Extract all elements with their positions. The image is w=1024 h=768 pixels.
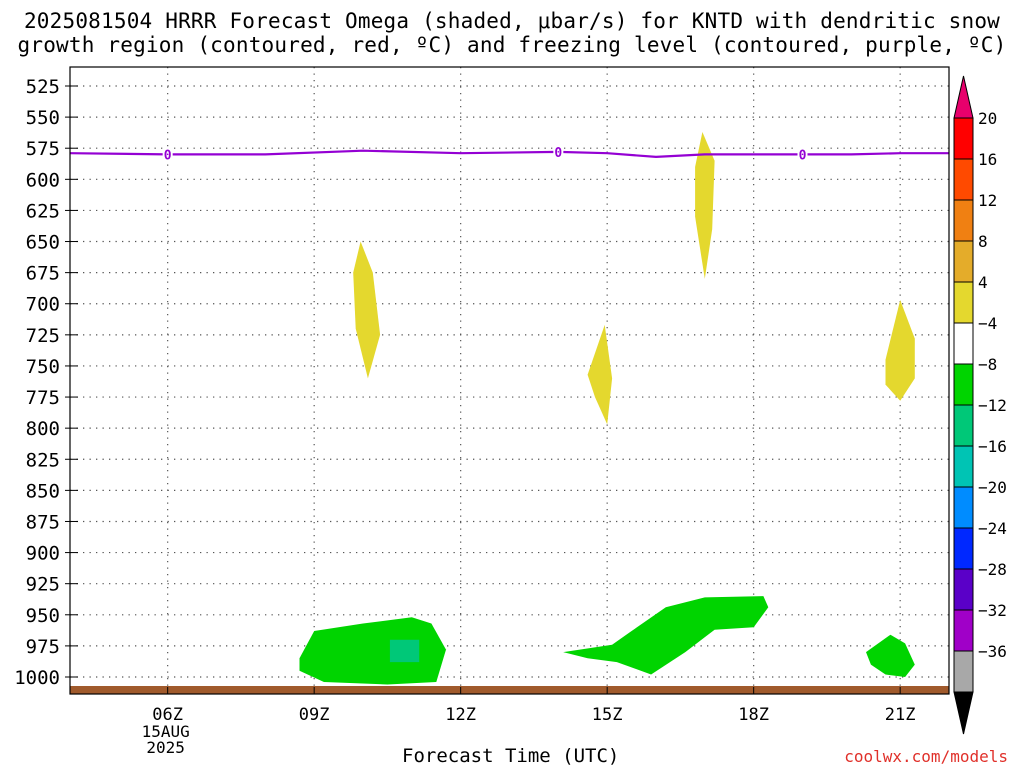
surface-strip	[70, 686, 949, 694]
colorbar-swatch	[953, 568, 974, 611]
freezing-level-label-bg	[162, 147, 173, 162]
colorbar-label: −36	[978, 642, 1007, 661]
colorbar-swatch	[953, 158, 974, 201]
x-tick-label: 06Z	[152, 705, 183, 725]
colorbar-swatch	[953, 527, 974, 570]
colorbar-label: −32	[978, 601, 1007, 620]
y-tick-label: 575	[26, 138, 60, 160]
colorbar-arrow-top	[953, 75, 974, 119]
colorbar-label: −12	[978, 396, 1007, 415]
y-tick-label: 925	[26, 574, 60, 596]
omega-region	[299, 617, 446, 685]
y-tick-label: 850	[26, 480, 60, 502]
freezing-level-contour: 0 0 0	[69, 144, 949, 163]
omega-region	[353, 241, 381, 379]
colorbar-label: 8	[978, 232, 988, 251]
freezing-level-label: 0	[554, 146, 562, 161]
omega-region	[866, 634, 915, 677]
colorbar-arrow-bottom	[953, 691, 974, 735]
colorbar-label: −4	[978, 314, 997, 333]
colorbar-swatch	[953, 240, 974, 283]
y-tick-label: 725	[26, 325, 60, 347]
y-tick-label: 950	[26, 605, 60, 627]
y-tick-label: 875	[26, 511, 60, 533]
freezing-level-label: 0	[799, 148, 807, 163]
colorbar-swatch	[953, 404, 974, 447]
colorbar: 20 16 12 8 4 −4 −8 −12 −16 −20 −24 −28 −32 −36	[953, 75, 1007, 735]
colorbar-label: −20	[978, 478, 1007, 497]
chart-title-line-1: 2025081504 HRRR Forecast Omega (shaded, …	[23, 9, 1001, 33]
freezing-level-label: 0	[164, 148, 172, 163]
y-tick-label: 825	[26, 449, 60, 471]
freezing-level-label-bg	[553, 144, 564, 159]
grid-lines	[70, 67, 949, 694]
omega-region	[587, 324, 613, 425]
x-tick-label: 15Z	[592, 705, 623, 725]
y-tick-label: 675	[26, 263, 60, 285]
surface-terrain	[70, 686, 949, 694]
x-axis-label: Forecast Time (UTC)	[402, 745, 620, 767]
colorbar-swatch	[953, 322, 974, 365]
y-tick-label: 750	[26, 356, 60, 378]
y-tick-label: 800	[26, 418, 60, 440]
x-tick-label: 09Z	[299, 705, 330, 725]
y-tick-label: 625	[26, 200, 60, 222]
colorbar-swatch	[953, 650, 974, 693]
colorbar-label: −24	[978, 519, 1007, 538]
x-tick-label: 18Z	[738, 705, 769, 725]
y-tick-label: 525	[26, 76, 60, 98]
x-tick-label: 21Z	[885, 705, 916, 725]
colorbar-label: 4	[978, 273, 988, 292]
colorbar-label: 20	[978, 109, 997, 128]
colorbar-swatch	[953, 117, 974, 160]
y-tick-label: 650	[26, 232, 60, 254]
omega-region	[563, 596, 769, 675]
colorbar-swatch	[953, 281, 974, 324]
plot-frame	[69, 66, 950, 695]
y-tick-label: 975	[26, 636, 60, 658]
x-date-label: 15AUG	[142, 722, 190, 741]
y-tick-label: 700	[26, 294, 60, 316]
colorbar-label: −28	[978, 560, 1007, 579]
freezing-level-line	[69, 149, 949, 159]
colorbar-swatch	[953, 363, 974, 406]
colorbar-label: 12	[978, 191, 997, 210]
x-tick-label: 12Z	[445, 705, 476, 725]
credit-link[interactable]: coolwx.com/models	[844, 747, 1008, 766]
colorbar-label: −8	[978, 355, 997, 374]
pressure-axis: 525 550 575 600 625 650 675 700 725 750 775 800 825 8…	[14, 76, 78, 689]
chart-title-line-2: growth region (contoured, red, ºC) and f…	[17, 33, 1007, 57]
colorbar-swatch	[953, 486, 974, 529]
colorbar-swatch	[953, 199, 974, 242]
omega-region	[695, 132, 715, 279]
y-tick-label: 1000	[14, 667, 60, 689]
omega-shading	[299, 132, 915, 685]
y-tick-label: 775	[26, 387, 60, 409]
y-tick-label: 550	[26, 107, 60, 129]
y-tick-label: 900	[26, 543, 60, 565]
freezing-level-label-bg	[797, 147, 808, 162]
omega-region	[885, 300, 915, 401]
colorbar-swatch	[953, 609, 974, 652]
colorbar-label: −16	[978, 437, 1007, 456]
omega-region	[389, 639, 420, 663]
colorbar-swatch	[953, 445, 974, 488]
x-date-label: 2025	[146, 738, 185, 757]
colorbar-label: 16	[978, 150, 997, 169]
y-tick-label: 600	[26, 169, 60, 191]
